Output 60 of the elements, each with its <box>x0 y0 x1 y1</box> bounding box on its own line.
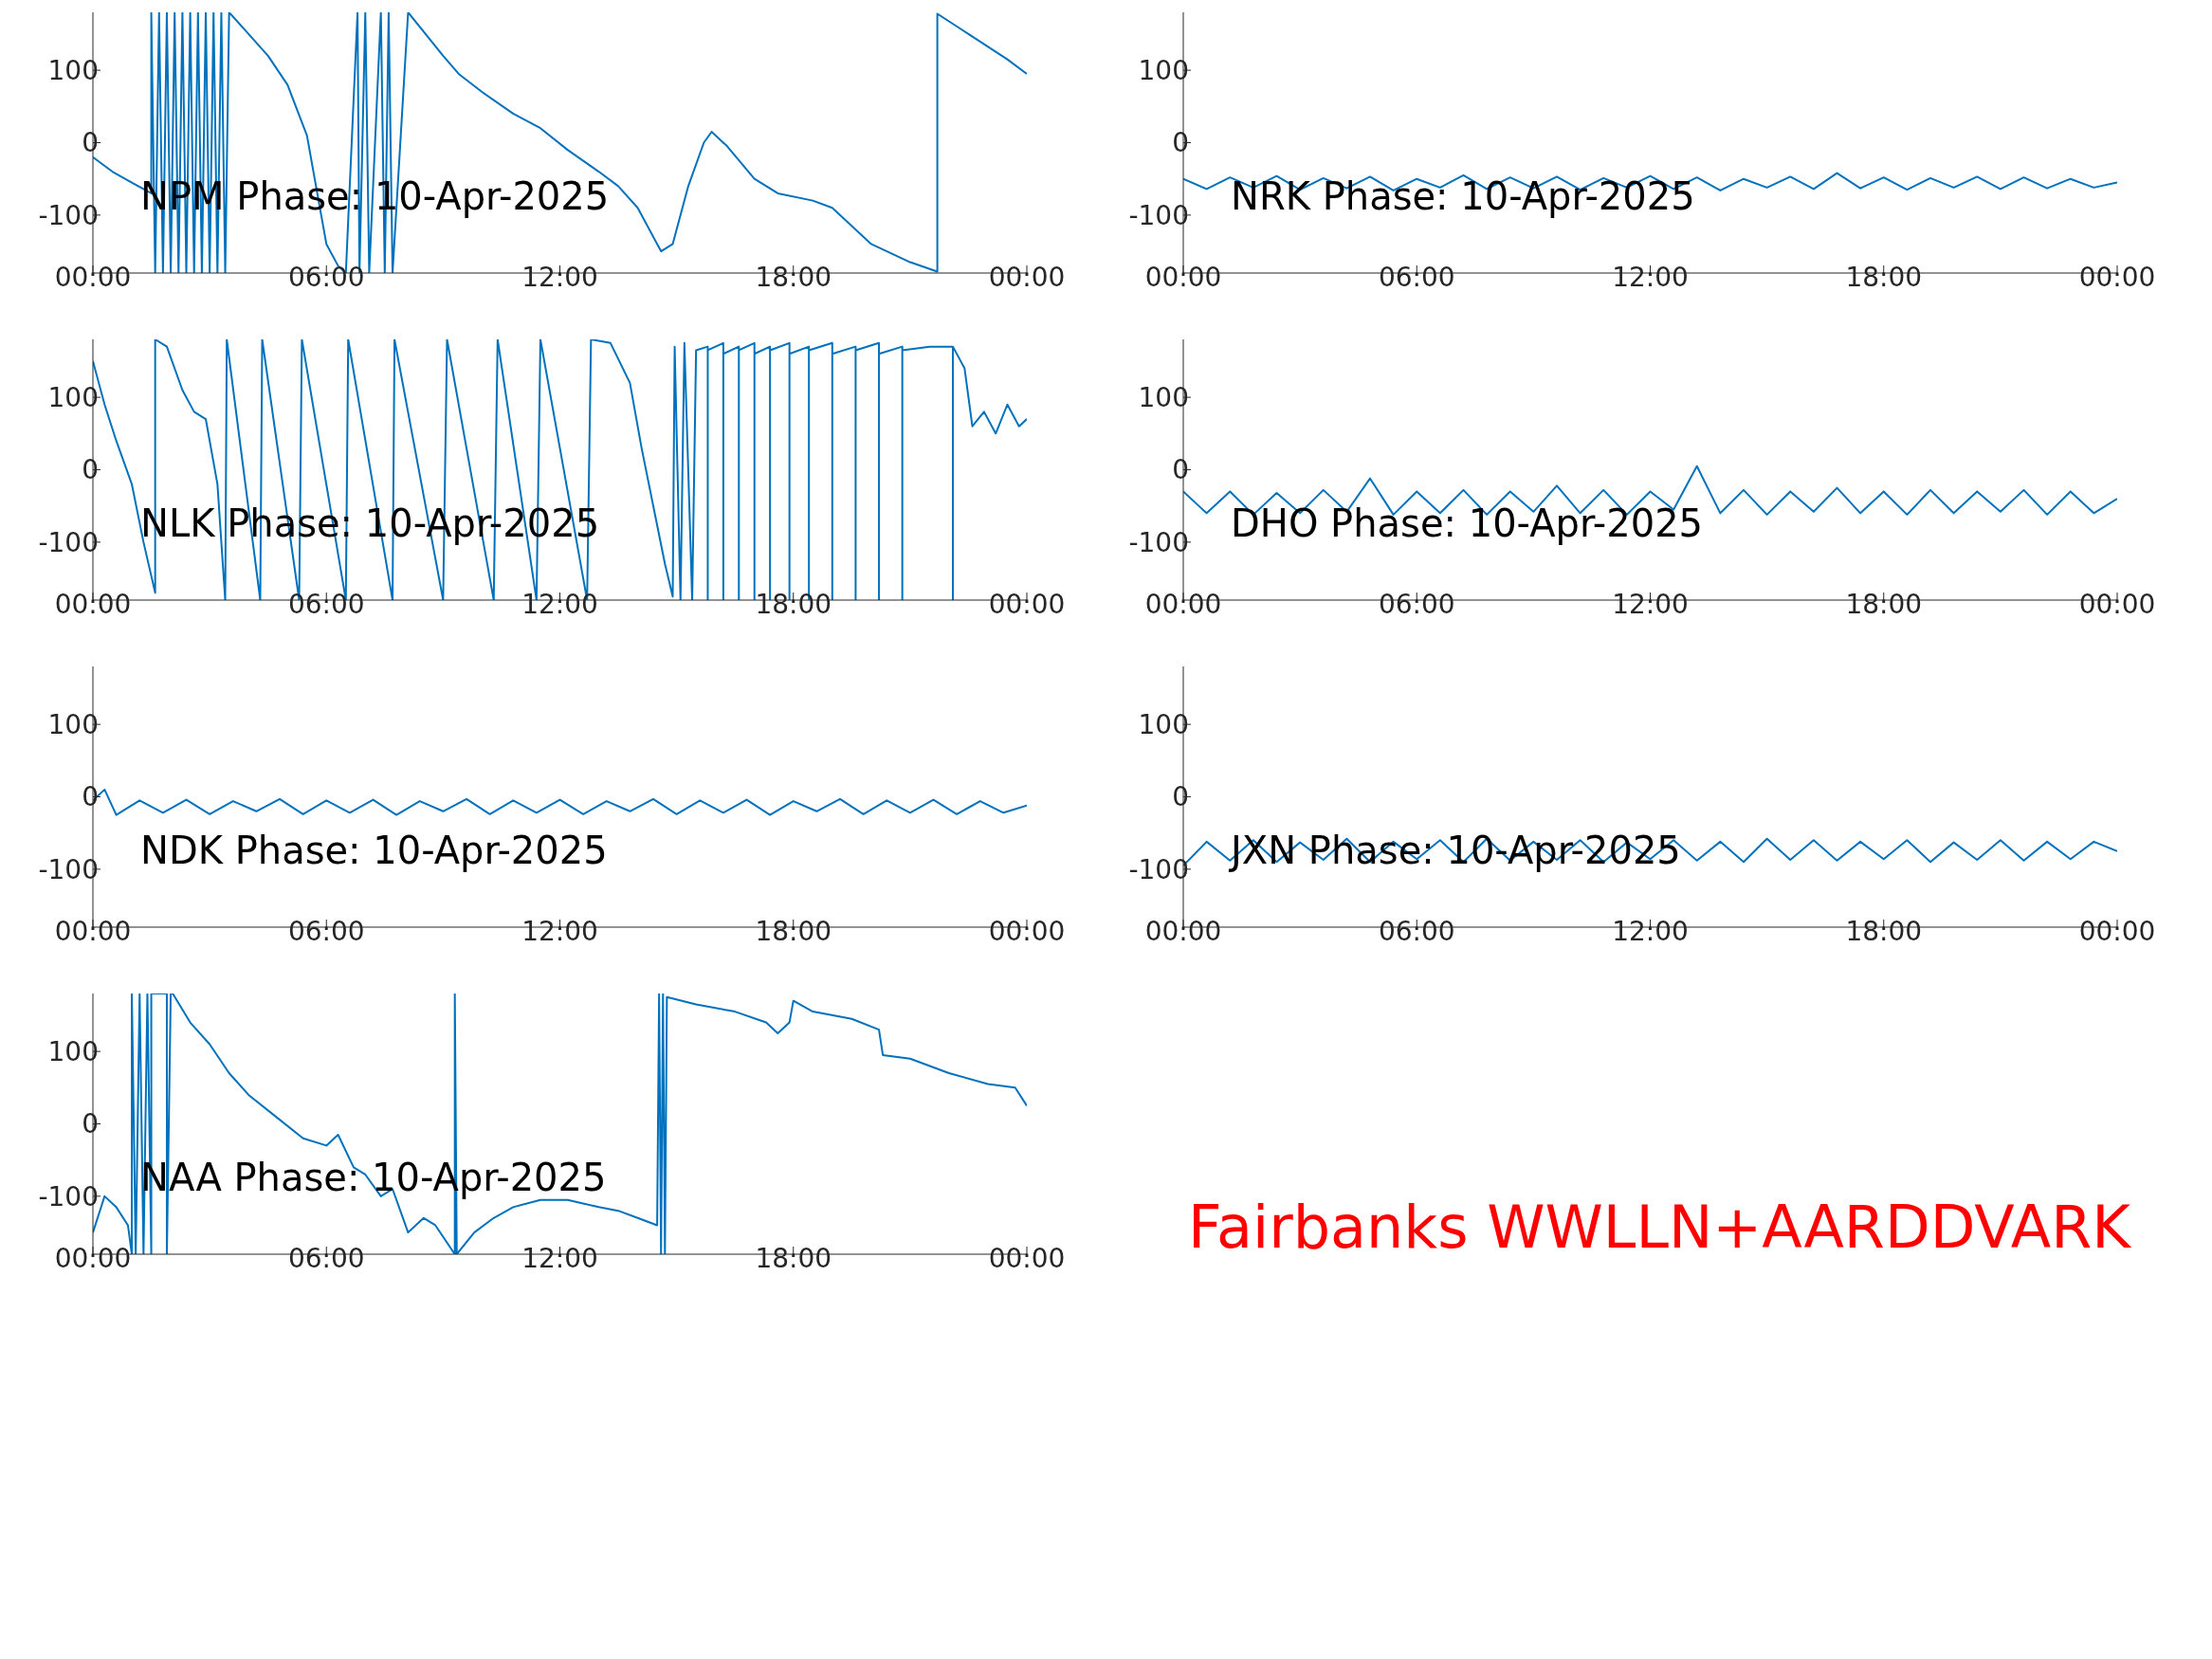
x-tick-label: 00:00 <box>54 261 132 293</box>
y-tick-label: 0 <box>1172 127 1189 159</box>
y-tick-label: 0 <box>82 1108 99 1140</box>
x-tick-label: 00:00 <box>1144 261 1222 293</box>
y-tick-label: 0 <box>82 127 99 159</box>
y-tick-label: 100 <box>47 709 99 741</box>
y-tick-label: 0 <box>1172 781 1189 813</box>
y-tick-label: 0 <box>1172 454 1189 486</box>
y-tick-label: -100 <box>1128 199 1189 231</box>
text: NDK Phase: 10-Apr-2025 <box>140 828 608 872</box>
text: Fairbanks WWLLN+AARDDVARK <box>1188 1193 2130 1262</box>
x-tick-label: 12:00 <box>521 915 598 947</box>
y-tick-label: -100 <box>1128 526 1189 558</box>
x-tick-label: 00:00 <box>2078 261 2156 293</box>
y-tick-label: 100 <box>1138 55 1189 87</box>
x-tick-label: 00:00 <box>988 588 1066 620</box>
x-tick-label: 18:00 <box>1845 588 1923 620</box>
x-tick-label: 00:00 <box>988 261 1066 293</box>
y-tick-label: -100 <box>38 1180 99 1212</box>
y-tick-label: 0 <box>82 781 99 813</box>
x-tick-label: 12:00 <box>521 588 598 620</box>
y-tick-label: 100 <box>1138 382 1189 414</box>
x-tick-label: 06:00 <box>1378 915 1455 947</box>
y-tick-label: -100 <box>38 853 99 885</box>
x-tick-label: 00:00 <box>2078 915 2156 947</box>
text: NRK Phase: 10-Apr-2025 <box>1231 173 1695 218</box>
x-tick-label: 00:00 <box>988 1242 1066 1274</box>
x-tick-label: 00:00 <box>1144 588 1222 620</box>
y-tick-label: 100 <box>47 1036 99 1068</box>
x-tick-label: 06:00 <box>287 1242 365 1274</box>
x-tick-label: 12:00 <box>521 1242 598 1274</box>
x-tick-label: 06:00 <box>287 261 365 293</box>
x-tick-label: 18:00 <box>755 1242 832 1274</box>
x-tick-label: 06:00 <box>1378 588 1455 620</box>
y-tick-label: -100 <box>1128 853 1189 885</box>
x-tick-label: 12:00 <box>1612 588 1689 620</box>
y-tick-label: 100 <box>1138 709 1189 741</box>
y-tick-label: -100 <box>38 526 99 558</box>
x-tick-label: 18:00 <box>755 915 832 947</box>
x-tick-label: 06:00 <box>287 588 365 620</box>
x-tick-label: 00:00 <box>54 1242 132 1274</box>
x-tick-label: 00:00 <box>54 915 132 947</box>
x-tick-label: 18:00 <box>1845 261 1923 293</box>
y-tick-label: 100 <box>47 382 99 414</box>
x-tick-label: 06:00 <box>287 915 365 947</box>
x-tick-label: 12:00 <box>1612 261 1689 293</box>
x-tick-label: 00:00 <box>1144 915 1222 947</box>
x-tick-label: 18:00 <box>755 261 832 293</box>
x-tick-label: 18:00 <box>1845 915 1923 947</box>
x-tick-label: 18:00 <box>755 588 832 620</box>
y-tick-label: 100 <box>47 55 99 87</box>
y-tick-label: -100 <box>38 199 99 231</box>
text: DHO Phase: 10-Apr-2025 <box>1231 501 1704 545</box>
y-tick-label: 0 <box>82 454 99 486</box>
x-tick-label: 06:00 <box>1378 261 1455 293</box>
x-tick-label: 00:00 <box>988 915 1066 947</box>
x-tick-label: 12:00 <box>1612 915 1689 947</box>
x-tick-label: 00:00 <box>54 588 132 620</box>
x-tick-label: 12:00 <box>521 261 598 293</box>
x-tick-label: 00:00 <box>2078 588 2156 620</box>
